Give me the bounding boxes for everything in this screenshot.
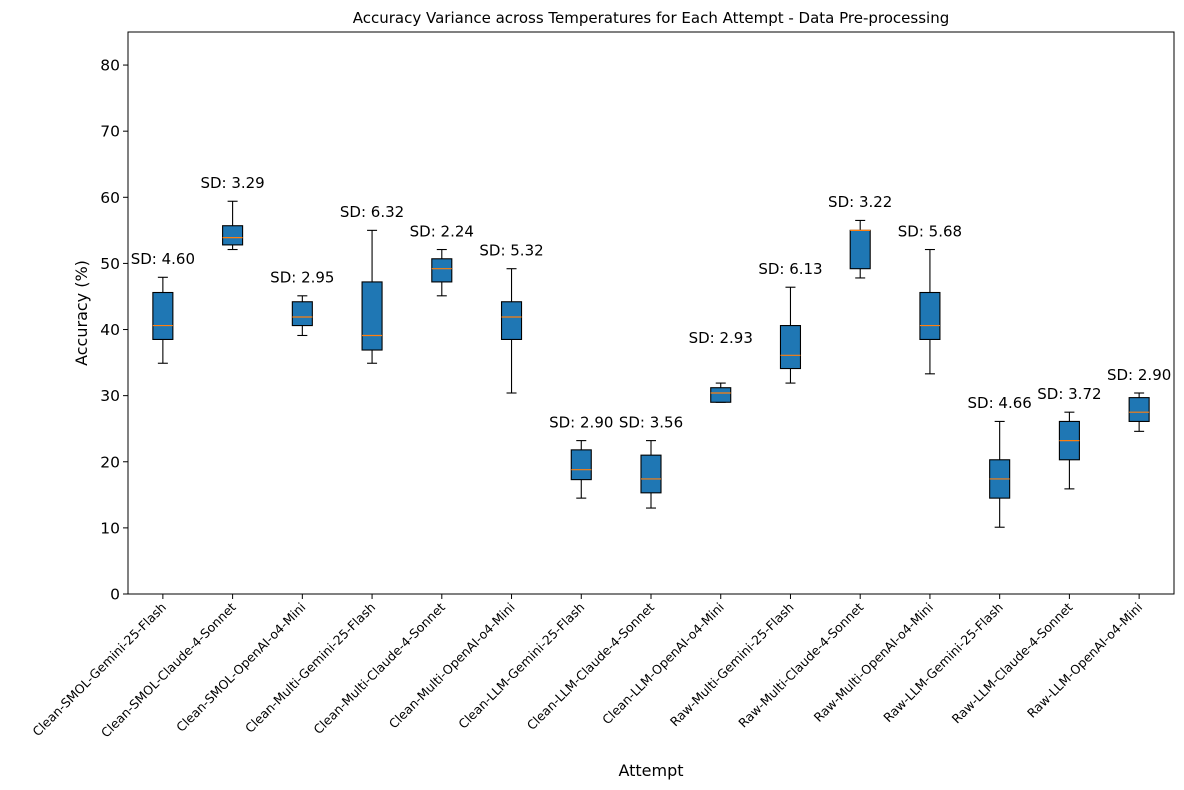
sd-annotation: SD: 2.24 [410,222,474,240]
box-4 [361,229,383,364]
box-14 [1058,411,1080,490]
sd-annotation: SD: 2.90 [549,413,613,431]
sd-annotation: SD: 2.93 [689,329,753,347]
x-tick-label: Clean-SMOL-Claude-4-Sonnet [98,599,239,740]
y-tick-label: 50 [100,255,120,273]
sd-annotation: SD: 5.68 [898,222,962,240]
box-2 [222,200,244,251]
iqr-box [291,301,313,327]
box-6 [500,268,523,394]
x-tick-label: Raw-Multi-Gemini-25-Flash [667,600,797,730]
box-1 [152,276,174,364]
box-3 [291,295,313,337]
sd-annotation: SD: 3.29 [200,174,264,192]
sd-annotation: SD: 3.72 [1037,385,1101,403]
box-9 [710,382,732,403]
x-tick-label: Clean-LLM-OpenAI-o4-Mini [599,600,727,728]
x-tick-label: Clean-Multi-Claude-4-Sonnet [310,599,448,737]
box-12 [919,248,941,375]
iqr-box [431,258,453,283]
iqr-box [570,449,592,481]
y-tick-label: 30 [100,387,120,405]
x-tick-label: Clean-LLM-Gemini-25-Flash [455,600,587,732]
y-tick-label: 20 [100,453,120,471]
x-tick-label: Raw-Multi-OpenAI-o4-Mini [811,600,936,725]
y-tick-label: 10 [100,519,120,537]
y-tick-label: 0 [110,586,120,604]
x-tick-label: Clean-LLM-Claude-4-Sonnet [524,599,657,732]
chart-title: Accuracy Variance across Temperatures fo… [353,9,949,27]
x-axis-label: Attempt [618,761,683,780]
plot-frame [127,31,1175,595]
box-5 [431,248,453,297]
iqr-box [152,291,174,340]
x-axis: Clean-SMOL-Gemini-25-FlashClean-SMOL-Cla… [29,594,1145,740]
box-11 [849,219,871,279]
sd-annotation: SD: 5.32 [479,241,543,259]
box-series [152,200,1150,528]
x-tick-label: Clean-Multi-OpenAI-o4-Mini [386,600,518,732]
sd-annotation: SD: 4.66 [968,394,1032,412]
x-tick-label: Raw-Multi-Claude-4-Sonnet [735,599,866,730]
iqr-box [710,387,732,403]
sd-annotation: SD: 3.22 [828,193,892,211]
y-tick-label: 80 [100,57,120,75]
x-tick-label: Clean-SMOL-Gemini-25-Flash [29,600,169,740]
iqr-box [919,291,941,340]
x-tick-label: Raw-LLM-OpenAI-o4-Mini [1024,600,1145,721]
y-tick-label: 40 [100,321,120,339]
y-tick-label: 70 [100,123,120,141]
x-tick-label: Raw-LLM-Claude-4-Sonnet [949,599,1076,726]
sd-annotation: SD: 6.32 [340,203,404,221]
x-tick-label: Clean-Multi-Gemini-25-Flash [242,600,378,736]
sd-annotation: SD: 4.60 [131,250,195,268]
box-7 [570,440,592,499]
sd-annotation: SD: 3.56 [619,413,683,431]
iqr-box [1128,397,1150,422]
iqr-box [222,225,244,246]
box-8 [640,440,662,509]
x-tick-label: Raw-LLM-Gemini-25-Flash [880,600,1006,726]
sd-annotation: SD: 2.95 [270,269,334,287]
box-10 [779,286,802,384]
iqr-box [849,229,871,270]
y-axis: 0 10 20 30 40 50 60 70 80 [100,57,128,604]
y-axis-label: Accuracy (%) [72,260,91,366]
sd-annotation: SD: 6.13 [758,260,822,278]
x-tick-label: Clean-SMOL-OpenAI-o4-Mini [173,600,308,735]
iqr-box [500,301,523,340]
iqr-box [640,454,662,494]
iqr-box [779,325,802,370]
iqr-box [361,281,383,351]
box-13 [989,420,1011,528]
box-15 [1128,392,1150,432]
sd-annotations: SD: 4.60 SD: 3.29 SD: 2.95 SD: 6.32 SD: 2.24… [131,174,1172,431]
sd-annotation: SD: 2.90 [1107,366,1171,384]
y-tick-label: 60 [100,189,120,207]
